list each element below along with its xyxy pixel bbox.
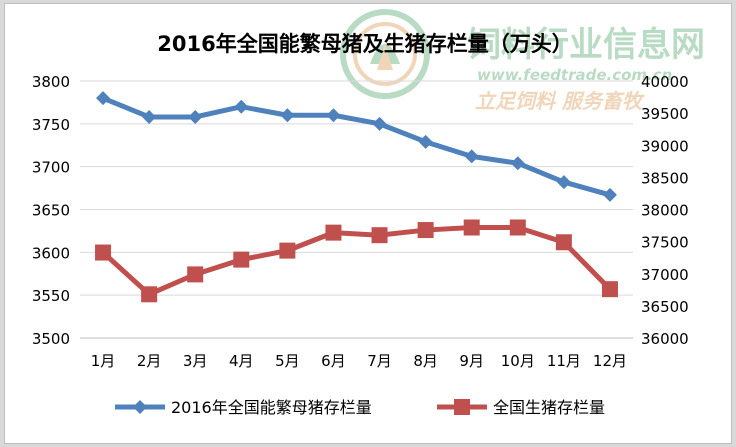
data-point [464, 149, 479, 164]
x-tick-label: 1月 [91, 352, 116, 370]
right-tick-label: 37500 [641, 234, 689, 252]
data-point [279, 242, 296, 259]
left-tick-label: 3700 [32, 159, 70, 177]
x-tick-label: 11月 [547, 352, 581, 370]
data-point [142, 109, 157, 124]
data-point [509, 219, 526, 236]
left-y-axis: 3500 3550 3600 3650 3700 3750 3800 [32, 73, 70, 348]
data-point [417, 222, 434, 239]
legend-marker [133, 400, 147, 414]
line-chart: 饲料行业信息网 www.feedtrade.com.cn 立足饲料 服务畜牧 3… [32, 9, 705, 417]
right-y-axis: 36000 36500 37000 37500 38000 38500 39000 39500… [641, 73, 689, 348]
x-tick-label: 4月 [229, 352, 254, 370]
right-tick-label: 40000 [641, 73, 689, 91]
watermark-url: www.feedtrade.com.cn [477, 66, 672, 84]
data-point [371, 227, 388, 244]
left-tick-label: 3500 [32, 330, 70, 348]
right-tick-label: 38500 [641, 169, 689, 187]
right-tick-label: 36000 [641, 330, 689, 348]
chart-frame: 饲料行业信息网 www.feedtrade.com.cn 立足饲料 服务畜牧 3… [4, 3, 732, 444]
right-tick-label: 38000 [641, 202, 689, 220]
legend-marker [454, 399, 470, 415]
data-point [96, 91, 111, 106]
series-line [101, 224, 612, 297]
x-tick-label: 3月 [183, 352, 208, 370]
data-point [234, 99, 249, 114]
series-layer [95, 91, 618, 303]
data-point [601, 281, 618, 298]
left-tick-label: 3800 [32, 73, 70, 91]
watermark-title: 饲料行业信息网 [467, 25, 705, 65]
right-tick-label: 37000 [641, 266, 689, 284]
data-point [418, 134, 433, 149]
legend: 2016年全国能繁母猪存栏量 全国生猪存栏量 [115, 398, 605, 417]
data-point [325, 224, 342, 241]
data-point [372, 116, 387, 131]
x-tick-label: 6月 [321, 352, 346, 370]
x-tick-label: 8月 [413, 352, 438, 370]
right-tick-label: 39500 [641, 105, 689, 123]
x-axis: 1月 2月 3月 4月 5月 6月 7月 8月 9月 10月 11月 12月 [80, 337, 633, 370]
left-tick-label: 3600 [32, 244, 70, 262]
legend-item: 2016年全国能繁母猪存栏量 [115, 398, 372, 417]
legend-label: 2016年全国能繁母猪存栏量 [171, 398, 372, 417]
data-point [510, 156, 525, 171]
x-tick-label: 9月 [459, 352, 484, 370]
data-point [233, 251, 250, 268]
watermark: 饲料行业信息网 www.feedtrade.com.cn 立足饲料 服务畜牧 [340, 9, 705, 113]
data-point [326, 108, 341, 123]
watermark-slogan: 立足饲料 服务畜牧 [475, 89, 645, 113]
legend-item: 全国生猪存栏量 [437, 398, 605, 417]
data-point [602, 187, 617, 202]
series-2 [95, 219, 618, 303]
feedtrade-logo-icon [340, 9, 430, 99]
series-line [102, 95, 611, 198]
right-tick-label: 39000 [641, 137, 689, 155]
left-tick-label: 3550 [32, 287, 70, 305]
x-tick-label: 7月 [367, 352, 392, 370]
x-tick-label: 10月 [501, 352, 535, 370]
legend-label: 全国生猪存栏量 [493, 398, 605, 417]
left-tick-label: 3750 [32, 116, 70, 134]
x-tick-label: 2月 [137, 352, 162, 370]
left-tick-label: 3650 [32, 202, 70, 220]
data-point [141, 286, 158, 303]
chart-title: 2016年全国能繁母猪及生猪存栏量（万头） [157, 32, 572, 56]
data-point [188, 109, 203, 124]
data-point [187, 266, 204, 283]
data-point [280, 108, 295, 123]
right-tick-label: 36500 [641, 298, 689, 316]
data-point [555, 234, 572, 251]
data-point [463, 219, 480, 236]
data-point [95, 244, 112, 261]
x-tick-label: 12月 [593, 352, 627, 370]
series-1 [96, 91, 617, 202]
data-point [556, 175, 571, 190]
x-tick-label: 5月 [275, 352, 300, 370]
